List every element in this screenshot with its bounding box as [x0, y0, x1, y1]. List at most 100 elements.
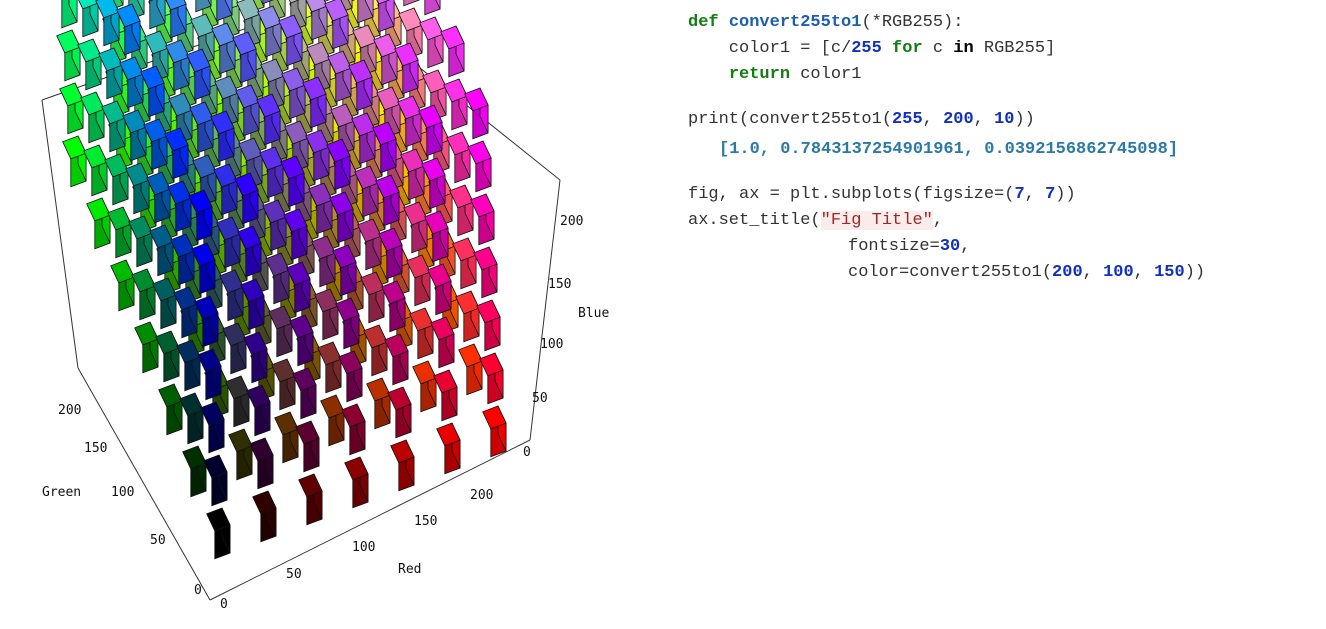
cube-face-top — [186, 48, 211, 73]
cube-face-top — [167, 180, 192, 205]
number-literal: 10 — [994, 110, 1015, 129]
cube-face-top — [305, 129, 330, 154]
blue-tick-200: 200 — [560, 214, 583, 229]
green-tick-50: 50 — [150, 533, 166, 548]
cube-face-top — [268, 305, 293, 330]
color-cube — [144, 30, 169, 83]
cube-face-top — [436, 422, 461, 447]
color-cube — [335, 297, 360, 350]
color-cube — [467, 140, 492, 193]
cube-face-top — [424, 210, 449, 235]
cube-face-top — [419, 16, 444, 41]
cube-face-top — [237, 225, 262, 250]
cube-face-top — [446, 131, 471, 156]
cube-face-top — [173, 286, 198, 311]
cube-face-top — [378, 227, 403, 252]
cube-face-top — [176, 339, 201, 364]
cube-face-top — [107, 206, 132, 231]
color-cube — [433, 369, 458, 422]
cube-face-top — [189, 101, 214, 126]
color-cube — [338, 350, 363, 403]
cube-face-top — [482, 405, 507, 430]
cube-face-top — [246, 384, 271, 409]
color-cube — [228, 428, 253, 481]
color-cube — [195, 0, 212, 13]
color-cube — [446, 131, 471, 184]
cube-face-top — [464, 87, 489, 112]
color-cube — [455, 290, 480, 343]
color-cube — [281, 67, 306, 120]
color-cube — [311, 235, 336, 288]
color-cube — [56, 29, 81, 82]
cube-face-side — [224, 0, 233, 16]
number-literal: 30 — [939, 237, 961, 256]
color-cube — [384, 333, 409, 386]
color-cube — [186, 48, 211, 101]
cube-face-top — [200, 401, 225, 426]
color-cube — [213, 163, 238, 216]
cube-face-top — [335, 297, 360, 322]
color-cube — [421, 157, 446, 210]
cube-face-top — [234, 172, 259, 197]
color-cube — [470, 193, 495, 246]
cube-face-top — [280, 155, 305, 180]
cube-face-top — [213, 163, 238, 188]
color-cube — [232, 31, 257, 84]
code-text: fig, ax = plt.subplots(figsize=( — [688, 185, 1015, 204]
cube-face-top — [165, 0, 187, 11]
color-cube — [390, 439, 415, 492]
cube-face-top — [403, 201, 428, 226]
cube-face-top — [225, 375, 250, 400]
cube-face-side — [120, 0, 124, 6]
cube-face-top — [155, 330, 180, 355]
code-text: color1 = [c/ — [688, 39, 852, 58]
print-output: [1.0, 0.7843137254901961, 0.039215686274… — [719, 140, 1179, 159]
color-cube — [165, 0, 187, 39]
color-cube — [308, 182, 333, 235]
color-cube — [211, 22, 236, 75]
green-tick-0: 0 — [194, 583, 202, 598]
code-line-fontsize: fontsize=30, — [848, 237, 971, 256]
color-cube — [427, 263, 452, 316]
cube-face-top — [119, 56, 144, 81]
cube-face-top — [236, 0, 261, 21]
cube-face-top — [95, 0, 120, 19]
cube-face-top — [190, 13, 215, 38]
cube-face-top — [476, 299, 501, 324]
color-cube — [243, 331, 268, 384]
color-cube — [403, 201, 428, 254]
cube-face-top — [259, 146, 284, 171]
color-cube — [210, 110, 235, 163]
cube-face-top — [409, 307, 434, 332]
cube-face-top — [260, 58, 285, 83]
cube-face-top — [357, 218, 382, 243]
cube-face-top — [452, 237, 477, 262]
red-tick-100: 100 — [352, 540, 375, 555]
color-cube — [86, 197, 111, 250]
cube-face-top — [144, 30, 169, 55]
def-params: (*RGB255): — [861, 13, 964, 32]
color-cube — [119, 56, 144, 109]
color-cube — [363, 324, 388, 377]
color-cube — [348, 59, 373, 112]
cube-face-top — [302, 76, 327, 101]
color-cube — [167, 180, 192, 233]
color-cube — [378, 227, 403, 280]
cube-face-top — [281, 67, 306, 92]
color-cube — [216, 0, 233, 22]
code-line-def: def convert255to1(*RGB255): — [688, 10, 1318, 36]
cube-face-top — [219, 269, 244, 294]
number-literal: 100 — [1103, 263, 1134, 282]
color-cube — [240, 278, 265, 331]
code-text: )) — [1055, 185, 1076, 204]
red-tick-200: 200 — [470, 488, 493, 503]
code-text: RGB255] — [973, 39, 1056, 58]
cube-face-top — [101, 100, 126, 125]
cube-face-top — [238, 137, 263, 162]
red-tick-0: 0 — [220, 597, 228, 612]
color-cube — [419, 16, 444, 69]
color-cube — [83, 144, 108, 197]
color-cube — [62, 135, 87, 188]
cube-face-top — [148, 0, 154, 2]
color-cube — [295, 420, 320, 473]
